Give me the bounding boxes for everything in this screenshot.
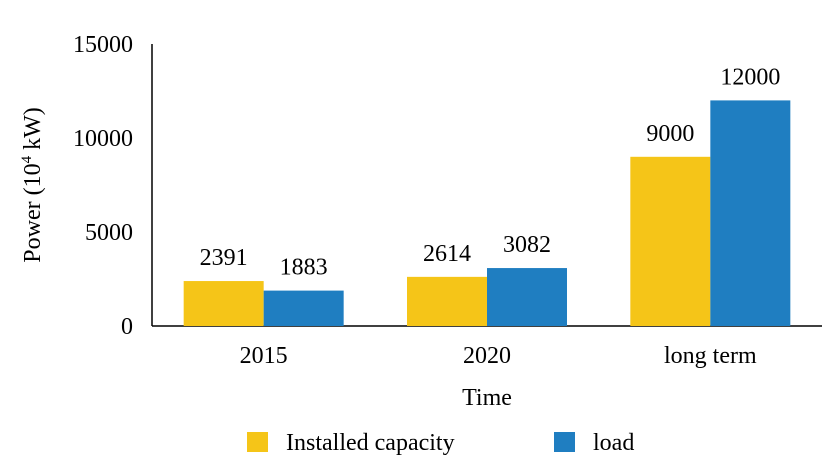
bar-load-2015 <box>263 290 344 326</box>
legend-swatch-installed-capacity <box>247 432 268 452</box>
legend: Installed capacity load <box>247 430 634 456</box>
y-tick-label: 0 <box>121 314 133 340</box>
bar-installed-capacity-2020 <box>407 276 487 326</box>
bar-installed-capacity-long-term <box>630 156 711 326</box>
legend-label-load: load <box>593 430 634 456</box>
y-axis-title-main: Power (10 <box>20 163 46 262</box>
data-label-installed-capacity-2015: 2391 <box>200 245 248 271</box>
y-axis-title: Power (104 kW) <box>19 107 46 262</box>
y-axis-title-unit: kW) <box>20 107 46 156</box>
bar-load-long-term <box>710 100 791 327</box>
bars <box>183 100 791 327</box>
y-axis-title-superscript: 4 <box>19 155 35 163</box>
x-tick-label-2020: 2020 <box>463 343 511 369</box>
data-label-installed-capacity-long-term: 9000 <box>646 121 694 147</box>
bar-load-2020 <box>487 268 567 326</box>
data-label-load-2015: 1883 <box>280 255 328 281</box>
x-tick-label-2015: 2015 <box>240 343 288 369</box>
legend-label-installed-capacity: Installed capacity <box>286 430 455 456</box>
legend-swatch-load <box>554 432 575 452</box>
category-labels: 2015 2020 long term <box>240 343 757 369</box>
y-tick-label: 10000 <box>73 126 133 152</box>
data-label-load-2020: 3082 <box>503 232 551 258</box>
x-axis-title: Time <box>462 385 512 411</box>
data-labels: 2391 1883 2614 3082 9000 12000 <box>200 64 781 280</box>
data-label-installed-capacity-2020: 2614 <box>423 241 471 267</box>
x-tick-label-long-term: long term <box>664 343 757 369</box>
bar-installed-capacity-2015 <box>183 281 264 326</box>
y-tick-labels: 0 5000 10000 15000 <box>73 32 133 340</box>
y-tick-label: 15000 <box>73 32 133 58</box>
y-tick-label: 5000 <box>85 220 133 246</box>
data-label-load-long-term: 12000 <box>720 64 780 90</box>
